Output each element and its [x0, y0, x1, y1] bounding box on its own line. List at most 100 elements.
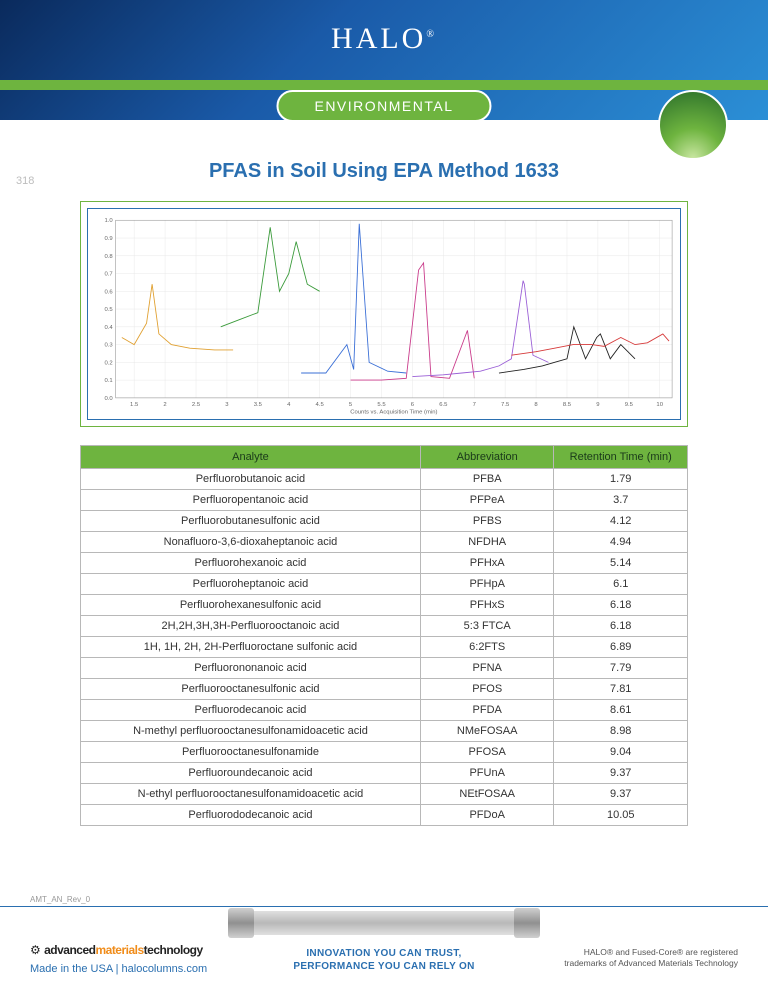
- table-cell: Perfluorohexanesulfonic acid: [81, 595, 421, 616]
- table-cell: 6.89: [554, 637, 688, 658]
- table-cell: PFHxA: [420, 553, 554, 574]
- table-cell: Perfluoroheptanoic acid: [81, 574, 421, 595]
- table-row: Perfluorohexanoic acidPFHxA5.14: [81, 553, 688, 574]
- svg-text:0.6: 0.6: [104, 289, 113, 295]
- document-page: HALO® ENVIRONMENTAL PFAS in Soil Using E…: [0, 0, 768, 994]
- svg-text:10: 10: [656, 402, 663, 408]
- svg-text:9: 9: [596, 402, 599, 408]
- amt-logo: ⚙ advancedmaterialstechnology: [30, 943, 203, 957]
- table-row: 1H, 1H, 2H, 2H-Perfluoroctane sulfonic a…: [81, 637, 688, 658]
- hplc-column-image: [244, 911, 524, 935]
- table-cell: PFOS: [420, 679, 554, 700]
- table-row: Perfluorobutanesulfonic acidPFBS4.12: [81, 511, 688, 532]
- svg-text:8: 8: [534, 402, 538, 408]
- table-cell: PFHpA: [420, 574, 554, 595]
- tagline: INNOVATION YOU CAN TRUST, PERFORMANCE YO…: [293, 947, 474, 973]
- table-cell: N-ethyl perfluorooctanesulfonamidoacetic…: [81, 784, 421, 805]
- table-cell: Perfluoroundecanoic acid: [81, 763, 421, 784]
- svg-text:1.5: 1.5: [130, 402, 139, 408]
- svg-text:7.5: 7.5: [501, 402, 510, 408]
- table-header: Analyte: [81, 446, 421, 469]
- svg-text:9.5: 9.5: [625, 402, 634, 408]
- table-body: Perfluorobutanoic acidPFBA1.79Perfluorop…: [81, 469, 688, 826]
- svg-text:2.5: 2.5: [192, 402, 201, 408]
- made-in-usa: Made in the USA | halocolumns.com: [30, 963, 207, 975]
- table-cell: NFDHA: [420, 532, 554, 553]
- table-cell: Perfluorooctanesulfonamide: [81, 742, 421, 763]
- table-cell: 8.61: [554, 700, 688, 721]
- chromatogram-chart: 1.522.533.544.555.566.577.588.599.5100.0…: [88, 209, 680, 419]
- table-cell: 7.79: [554, 658, 688, 679]
- table-cell: 4.94: [554, 532, 688, 553]
- table-cell: 7.81: [554, 679, 688, 700]
- svg-text:0.4: 0.4: [104, 325, 113, 331]
- table-header: Retention Time (min): [554, 446, 688, 469]
- table-row: Perfluoroundecanoic acidPFUnA9.37: [81, 763, 688, 784]
- table-cell: PFBS: [420, 511, 554, 532]
- svg-text:0.7: 0.7: [104, 272, 112, 278]
- table-cell: PFPeA: [420, 490, 554, 511]
- table-row: Perfluorodecanoic acidPFDA8.61: [81, 700, 688, 721]
- table-cell: 9.37: [554, 763, 688, 784]
- table-cell: Perfluorodecanoic acid: [81, 700, 421, 721]
- table-cell: PFBA: [420, 469, 554, 490]
- svg-text:0.9: 0.9: [104, 236, 112, 242]
- table-cell: 4.12: [554, 511, 688, 532]
- header-banner: HALO® ENVIRONMENTAL: [0, 0, 768, 120]
- table-cell: N-methyl perfluorooctanesulfonamidoaceti…: [81, 721, 421, 742]
- svg-text:0.3: 0.3: [104, 343, 113, 349]
- table-cell: 9.04: [554, 742, 688, 763]
- svg-text:3.5: 3.5: [254, 402, 263, 408]
- table-cell: Perfluorododecanoic acid: [81, 805, 421, 826]
- svg-text:1.0: 1.0: [104, 218, 113, 224]
- table-cell: PFOSA: [420, 742, 554, 763]
- table-row: Perfluoroheptanoic acidPFHpA6.1: [81, 574, 688, 595]
- table-row: Nonafluoro-3,6-dioxaheptanoic acidNFDHA4…: [81, 532, 688, 553]
- table-cell: 2H,2H,3H,3H-Perfluorooctanoic acid: [81, 616, 421, 637]
- trademark-notice: HALO® and Fused-Core® are registered tra…: [564, 947, 738, 969]
- svg-text:8.5: 8.5: [563, 402, 572, 408]
- gear-icon: ⚙: [30, 943, 41, 957]
- table-row: Perfluorooctanesulfonic acidPFOS7.81: [81, 679, 688, 700]
- table-cell: 5.14: [554, 553, 688, 574]
- table-cell: PFDoA: [420, 805, 554, 826]
- table-cell: NMeFOSAA: [420, 721, 554, 742]
- trademark-2: trademarks of Advanced Materials Technol…: [564, 958, 738, 969]
- table-cell: 1H, 1H, 2H, 2H-Perfluoroctane sulfonic a…: [81, 637, 421, 658]
- page-title: PFAS in Soil Using EPA Method 1633: [0, 160, 768, 183]
- table-cell: PFUnA: [420, 763, 554, 784]
- document-number: 318: [16, 175, 34, 187]
- table-row: N-methyl perfluorooctanesulfonamidoaceti…: [81, 721, 688, 742]
- table-cell: NEtFOSAA: [420, 784, 554, 805]
- svg-text:Counts vs. Acquisition Time (m: Counts vs. Acquisition Time (min): [350, 410, 437, 416]
- svg-text:0.0: 0.0: [104, 396, 113, 402]
- table-row: Perfluorohexanesulfonic acidPFHxS6.18: [81, 595, 688, 616]
- svg-text:2: 2: [163, 402, 166, 408]
- tagline-2: PERFORMANCE YOU CAN RELY ON: [293, 960, 474, 973]
- table-cell: Perfluorobutanesulfonic acid: [81, 511, 421, 532]
- green-band: [0, 80, 768, 90]
- svg-text:3: 3: [225, 402, 229, 408]
- table-row: Perfluorononanoic acidPFNA7.79: [81, 658, 688, 679]
- table-cell: 9.37: [554, 784, 688, 805]
- svg-text:6.5: 6.5: [439, 402, 448, 408]
- table-header: Abbreviation: [420, 446, 554, 469]
- revision-code: AMT_AN_Rev_0: [30, 895, 90, 904]
- table-row: Perfluorobutanoic acidPFBA1.79: [81, 469, 688, 490]
- table-header-row: AnalyteAbbreviationRetention Time (min): [81, 446, 688, 469]
- chromatogram-inner: 1.522.533.544.555.566.577.588.599.5100.0…: [87, 208, 681, 420]
- table-cell: PFNA: [420, 658, 554, 679]
- table-cell: Perfluorohexanoic acid: [81, 553, 421, 574]
- table-row: 2H,2H,3H,3H-Perfluorooctanoic acid5:3 FT…: [81, 616, 688, 637]
- table-cell: 6.1: [554, 574, 688, 595]
- svg-text:5.5: 5.5: [377, 402, 386, 408]
- tree-circle-icon: [658, 90, 728, 160]
- amt-part1: advanced: [44, 943, 95, 957]
- svg-text:0.5: 0.5: [104, 307, 113, 313]
- trademark-1: HALO® and Fused-Core® are registered: [564, 947, 738, 958]
- table-cell: Nonafluoro-3,6-dioxaheptanoic acid: [81, 532, 421, 553]
- table-cell: 5:3 FTCA: [420, 616, 554, 637]
- table-cell: Perfluorooctanesulfonic acid: [81, 679, 421, 700]
- analyte-table: AnalyteAbbreviationRetention Time (min) …: [80, 445, 688, 826]
- environmental-pill: ENVIRONMENTAL: [276, 90, 491, 122]
